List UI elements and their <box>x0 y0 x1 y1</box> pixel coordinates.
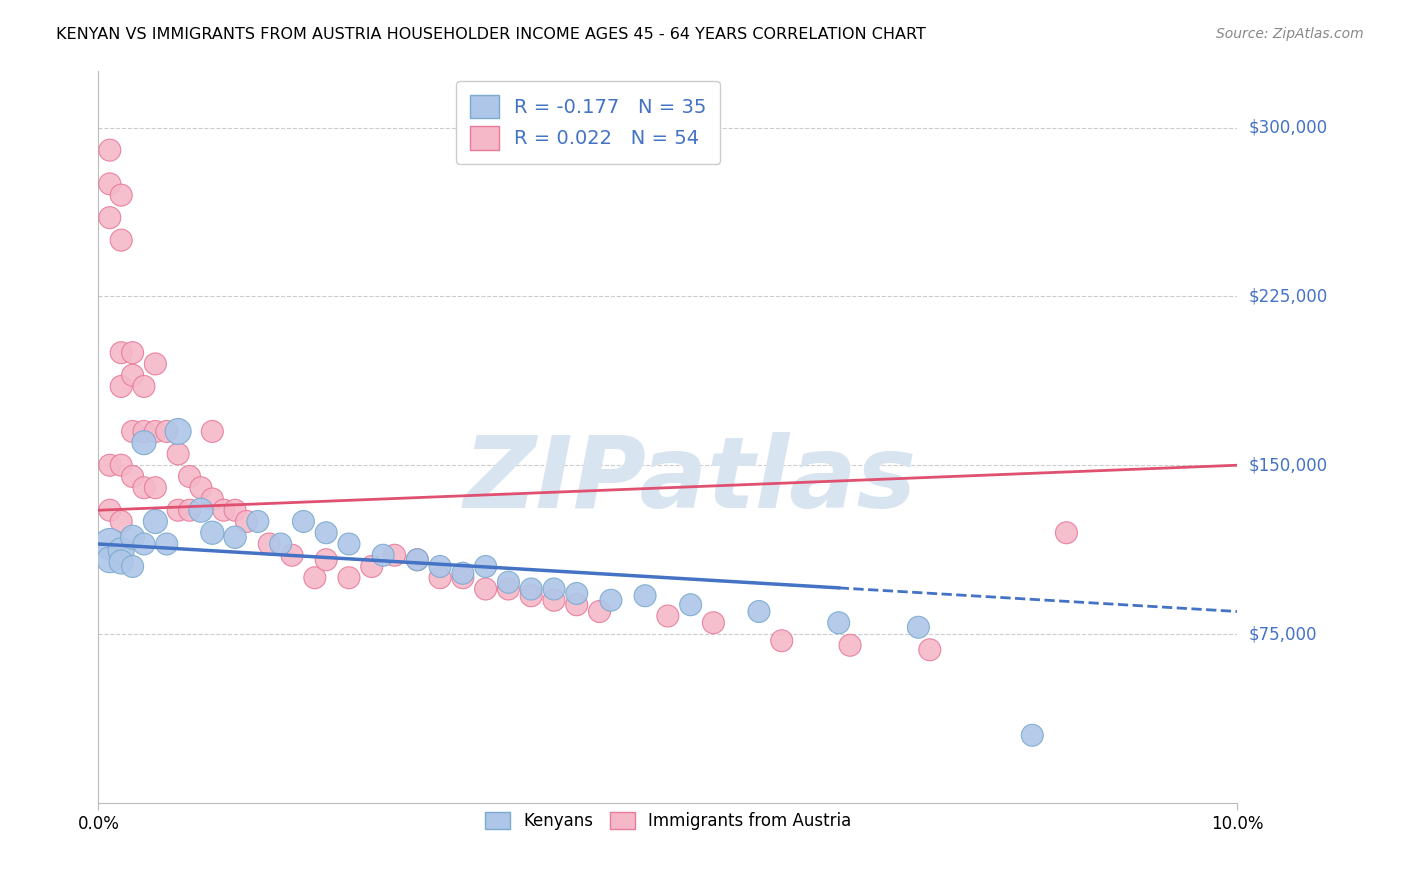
Point <box>190 503 212 517</box>
Point <box>110 379 132 393</box>
Point <box>121 368 143 383</box>
Point <box>270 537 292 551</box>
Point <box>110 188 132 202</box>
Point <box>156 425 179 439</box>
Point <box>132 425 155 439</box>
Point <box>98 553 121 567</box>
Point <box>588 605 610 619</box>
Point <box>145 357 167 371</box>
Point <box>429 571 451 585</box>
Point <box>543 593 565 607</box>
Point <box>201 425 224 439</box>
Point <box>474 559 496 574</box>
Point <box>110 233 132 247</box>
Point <box>281 548 304 562</box>
Point <box>828 615 851 630</box>
Point <box>167 447 190 461</box>
Point <box>145 515 167 529</box>
Point <box>110 543 132 558</box>
Point <box>201 491 224 506</box>
Point <box>918 642 941 657</box>
Point <box>98 537 121 551</box>
Point <box>179 503 201 517</box>
Point <box>121 469 143 483</box>
Point <box>498 575 520 590</box>
Point <box>121 345 143 359</box>
Point <box>224 530 246 544</box>
Point <box>451 566 474 581</box>
Point <box>235 515 257 529</box>
Point <box>360 559 382 574</box>
Point <box>839 638 862 652</box>
Point <box>179 469 201 483</box>
Point <box>246 515 269 529</box>
Point <box>406 553 429 567</box>
Point <box>121 425 143 439</box>
Text: $75,000: $75,000 <box>1249 625 1317 643</box>
Text: $225,000: $225,000 <box>1249 287 1327 305</box>
Point <box>1021 728 1043 742</box>
Point <box>110 458 132 473</box>
Point <box>384 548 406 562</box>
Point <box>190 481 212 495</box>
Point <box>600 593 623 607</box>
Text: ZIPatlas: ZIPatlas <box>464 433 917 530</box>
Point <box>132 537 155 551</box>
Point <box>110 555 132 569</box>
Point <box>315 525 337 540</box>
Text: KENYAN VS IMMIGRANTS FROM AUSTRIA HOUSEHOLDER INCOME AGES 45 - 64 YEARS CORRELAT: KENYAN VS IMMIGRANTS FROM AUSTRIA HOUSEH… <box>56 27 927 42</box>
Point <box>373 548 395 562</box>
Point <box>110 515 132 529</box>
Point <box>259 537 281 551</box>
Point <box>748 605 770 619</box>
Point <box>98 458 121 473</box>
Point <box>121 530 143 544</box>
Point <box>315 553 337 567</box>
Point <box>565 598 588 612</box>
Point <box>167 503 190 517</box>
Point <box>679 598 702 612</box>
Point <box>201 525 224 540</box>
Point <box>337 537 360 551</box>
Point <box>145 481 167 495</box>
Point <box>132 435 155 450</box>
Text: Source: ZipAtlas.com: Source: ZipAtlas.com <box>1216 27 1364 41</box>
Point <box>212 503 235 517</box>
Point <box>520 589 543 603</box>
Point <box>98 177 121 191</box>
Point <box>98 211 121 225</box>
Point <box>167 425 190 439</box>
Point <box>634 589 657 603</box>
Point <box>304 571 326 585</box>
Point <box>429 559 451 574</box>
Point <box>907 620 929 634</box>
Point <box>770 633 793 648</box>
Point <box>565 586 588 600</box>
Point <box>292 515 315 529</box>
Point <box>498 582 520 596</box>
Text: $300,000: $300,000 <box>1249 119 1327 136</box>
Point <box>406 553 429 567</box>
Text: $150,000: $150,000 <box>1249 456 1327 475</box>
Point <box>132 481 155 495</box>
Point <box>474 582 496 596</box>
Point <box>224 503 246 517</box>
Point <box>702 615 724 630</box>
Point <box>657 609 679 624</box>
Point <box>337 571 360 585</box>
Legend: Kenyans, Immigrants from Austria: Kenyans, Immigrants from Austria <box>477 804 859 838</box>
Point <box>110 345 132 359</box>
Point <box>121 559 143 574</box>
Point <box>156 537 179 551</box>
Point <box>98 143 121 157</box>
Point <box>145 425 167 439</box>
Point <box>451 571 474 585</box>
Point <box>1056 525 1078 540</box>
Point <box>132 379 155 393</box>
Point <box>543 582 565 596</box>
Point <box>98 503 121 517</box>
Point <box>520 582 543 596</box>
